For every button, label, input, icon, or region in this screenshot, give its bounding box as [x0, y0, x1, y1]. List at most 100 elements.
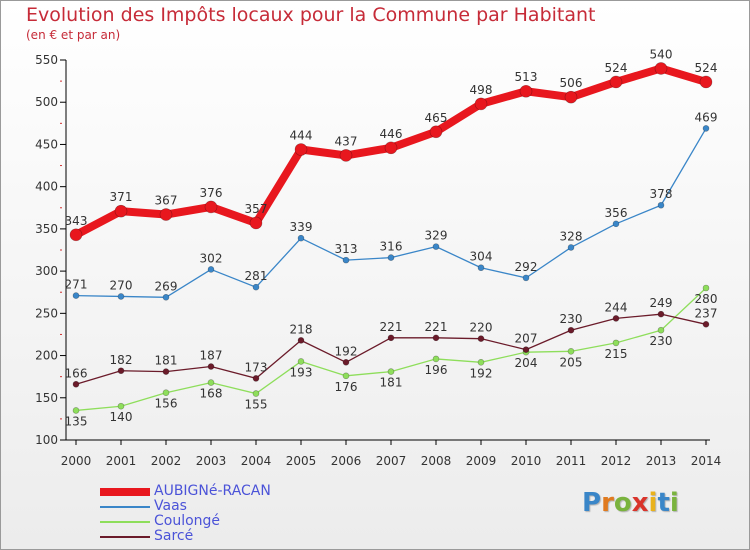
data-label-vaas-2002: 269 [155, 279, 178, 293]
x-tick-label-2008: 2008 [421, 454, 452, 468]
data-label-aubign-racan-2004: 357 [245, 202, 268, 216]
data-label-vaas-2006: 313 [335, 242, 358, 256]
data-point-coulong--2007 [387, 368, 395, 375]
data-label-vaas-2014: 469 [695, 110, 718, 124]
data-point-sarc--2007 [387, 334, 395, 342]
legend-item-sarc-: Sarcé [100, 529, 271, 544]
data-point-coulong--2004 [252, 390, 260, 397]
data-point-vaas-2005 [297, 234, 305, 242]
data-point-coulong--2002 [162, 389, 170, 397]
legend-label-aubign-racan: AUBIGNé-RACAN [154, 483, 271, 499]
data-point-aubign-racan-2008 [429, 125, 443, 139]
legend-label-sarc-: Sarcé [154, 528, 194, 544]
data-label-vaas-2013: 378 [650, 187, 673, 201]
data-label-aubign-racan-2002: 367 [155, 194, 178, 208]
x-tick-label-2002: 2002 [151, 454, 182, 468]
data-label-sarc--2014: 237 [695, 306, 718, 320]
legend-swatch-aubign-racan [100, 487, 150, 496]
x-tick-label-2011: 2011 [556, 454, 587, 468]
x-tick-label-2013: 2013 [646, 454, 677, 468]
legend-label-vaas: Vaas [154, 498, 187, 514]
data-label-aubign-racan-2008: 465 [425, 111, 448, 125]
data-label-coulong--2003: 168 [200, 387, 223, 401]
data-label-sarc--2008: 221 [425, 320, 448, 334]
data-point-sarc--2005 [297, 337, 305, 344]
x-tick-label-2005: 2005 [286, 454, 317, 468]
legend-item-coulong-: Coulongé [100, 514, 271, 529]
data-label-vaas-2010: 292 [515, 260, 538, 274]
data-point-aubign-racan-2010 [519, 84, 533, 98]
data-point-sarc--2013 [657, 310, 665, 318]
data-label-vaas-2009: 304 [470, 250, 493, 264]
data-point-vaas-2010 [522, 274, 530, 282]
data-point-vaas-2012 [612, 220, 620, 228]
data-point-aubign-racan-2000 [69, 228, 83, 242]
data-label-vaas-2008: 329 [425, 229, 448, 243]
data-point-aubign-racan-2002 [159, 208, 173, 221]
data-label-coulong--2011: 205 [560, 355, 583, 369]
data-point-vaas-2004 [252, 283, 260, 291]
data-label-sarc--2005: 218 [290, 322, 313, 336]
data-label-aubign-racan-2005: 444 [290, 129, 313, 143]
data-label-vaas-2004: 281 [245, 269, 268, 283]
data-point-coulong--2005 [297, 358, 305, 365]
data-label-coulong--2001: 140 [110, 410, 133, 424]
legend-swatch-vaas [100, 505, 150, 508]
x-tick-label-2003: 2003 [196, 454, 227, 468]
data-label-coulong--2000: 135 [65, 414, 88, 428]
data-point-aubign-racan-2001 [114, 204, 128, 218]
data-point-coulong--2011 [567, 348, 575, 355]
data-point-vaas-2009 [477, 264, 485, 272]
data-label-vaas-2003: 302 [200, 251, 223, 265]
data-point-vaas-2002 [162, 293, 170, 301]
x-tick-label-2007: 2007 [376, 454, 407, 468]
data-label-coulong--2008: 196 [425, 363, 448, 377]
data-point-vaas-2014 [702, 125, 710, 132]
data-point-sarc--2000 [72, 380, 80, 388]
x-tick-label-2000: 2000 [61, 454, 92, 468]
data-label-aubign-racan-2000: 343 [65, 214, 88, 228]
data-label-sarc--2007: 221 [380, 320, 403, 334]
data-label-coulong--2012: 215 [605, 347, 628, 361]
data-point-coulong--2003 [207, 379, 215, 386]
data-point-sarc--2002 [162, 368, 170, 375]
data-label-vaas-2007: 316 [380, 240, 403, 254]
data-point-sarc--2012 [612, 315, 620, 322]
data-point-sarc--2010 [522, 346, 530, 353]
y-tick-label-350: 350 [35, 222, 58, 236]
data-point-aubign-racan-2013 [654, 62, 668, 75]
x-tick-label-2010: 2010 [511, 454, 542, 468]
data-point-coulong--2014 [702, 284, 710, 292]
brand-logo: Proxiti [582, 488, 679, 518]
data-label-coulong--2002: 156 [155, 397, 178, 411]
y-tick-label-500: 500 [35, 95, 58, 109]
data-label-vaas-2005: 339 [290, 220, 313, 234]
data-label-sarc--2006: 192 [335, 344, 358, 358]
data-point-coulong--2001 [117, 402, 125, 410]
data-label-vaas-2000: 271 [65, 278, 88, 292]
data-point-aubign-racan-2006 [339, 149, 353, 162]
data-point-coulong--2000 [72, 407, 80, 414]
data-label-sarc--2004: 173 [245, 360, 268, 374]
data-point-sarc--2003 [207, 363, 215, 370]
data-label-aubign-racan-2013: 540 [650, 47, 673, 61]
data-point-aubign-racan-2003 [204, 200, 218, 214]
data-point-sarc--2008 [432, 334, 440, 342]
x-tick-label-2001: 2001 [106, 454, 137, 468]
data-point-vaas-2001 [117, 293, 125, 300]
data-label-sarc--2009: 220 [470, 321, 493, 335]
data-label-sarc--2002: 181 [155, 354, 178, 368]
data-point-vaas-2003 [207, 266, 215, 273]
data-label-sarc--2000: 166 [65, 366, 88, 380]
data-label-coulong--2014: 280 [695, 292, 718, 306]
data-point-sarc--2006 [342, 359, 350, 366]
y-tick-label-450: 450 [35, 137, 58, 151]
data-point-aubign-racan-2011 [564, 90, 578, 104]
data-label-coulong--2007: 181 [380, 376, 403, 390]
x-tick-label-2004: 2004 [241, 454, 272, 468]
y-tick-label-150: 150 [35, 391, 58, 405]
data-label-coulong--2006: 176 [335, 380, 358, 394]
legend-item-aubign-racan: AUBIGNé-RACAN [100, 484, 271, 499]
data-point-coulong--2009 [477, 359, 485, 366]
y-tick-label-200: 200 [35, 349, 58, 363]
